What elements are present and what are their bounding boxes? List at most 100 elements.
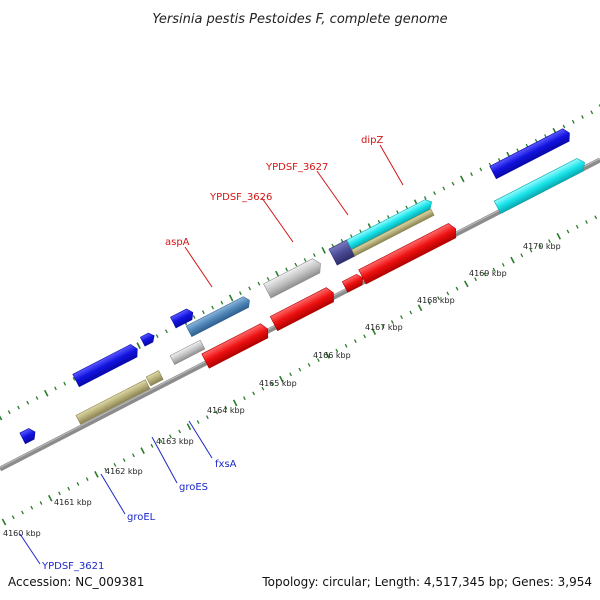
gene-label-YPDSF_3626[interactable]: YPDSF_3626 xyxy=(209,192,272,203)
inner-tick-mark xyxy=(122,458,126,462)
outer-tick-mark xyxy=(433,191,436,196)
outer-tick-mark xyxy=(257,281,261,286)
inner-tick-mark xyxy=(474,277,477,282)
inner-tick-mark xyxy=(21,510,24,515)
inner-tick-mark xyxy=(94,471,99,478)
outer-tick-mark xyxy=(26,400,30,405)
inner-tick-mark xyxy=(224,405,228,410)
gene-red-2[interactable] xyxy=(269,286,337,332)
gene-right-cyan-reverse[interactable] xyxy=(493,156,588,214)
genome-summary-text: Topology: circular; Length: 4,517,345 bp… xyxy=(261,575,592,589)
inner-tick-mark xyxy=(520,253,524,258)
inner-tick-mark xyxy=(39,501,43,505)
kbp-label: 4168 kbp xyxy=(417,296,455,305)
outer-tick-mark xyxy=(54,386,57,391)
gene-tracks xyxy=(19,127,588,445)
gene-label-groES[interactable]: groES xyxy=(179,482,208,493)
gene-right-blue-forward[interactable] xyxy=(489,127,573,180)
gene-label-fxsA[interactable]: fxsA xyxy=(215,459,237,470)
kbp-label: 4166 kbp xyxy=(313,351,351,360)
inner-tick-mark xyxy=(566,229,570,234)
inner-tick-mark xyxy=(206,415,209,420)
outer-tick-mark xyxy=(562,124,566,129)
inner-tick-mark xyxy=(501,263,505,267)
outer-tick-mark xyxy=(590,110,594,115)
outer-tick-mark xyxy=(202,310,205,315)
reverse-strand-track xyxy=(19,156,588,445)
leader-line xyxy=(151,436,178,484)
inner-tick-mark xyxy=(400,315,403,320)
gene-groES[interactable] xyxy=(145,370,164,387)
forward-strand-track xyxy=(72,127,573,388)
kbp-label: 4164 kbp xyxy=(207,406,245,415)
gene-groEL[interactable] xyxy=(75,379,151,425)
gene-label-aspA[interactable]: aspA xyxy=(165,237,190,248)
leader-line xyxy=(379,144,404,186)
gene-groES-forward[interactable] xyxy=(139,331,156,347)
gene-label-dipZ[interactable]: dipZ xyxy=(361,135,383,146)
inner-tick-mark xyxy=(510,256,515,264)
inner-tick-mark xyxy=(363,334,366,339)
leader-line xyxy=(261,197,294,243)
inner-tick-mark xyxy=(113,462,117,467)
leader-line xyxy=(19,533,41,565)
inner-tick-mark xyxy=(483,272,487,277)
gene-dipZ[interactable] xyxy=(346,197,435,251)
outer-tick-mark xyxy=(155,334,159,338)
gene-label-groEL[interactable]: groEL xyxy=(127,512,156,523)
inner-tick-mark xyxy=(371,328,377,335)
inner-tick-mark xyxy=(30,505,34,510)
outer-tick-mark xyxy=(459,175,465,183)
inner-tick-mark xyxy=(492,267,496,272)
gene-aspA[interactable] xyxy=(185,295,252,338)
inner-tick-mark xyxy=(538,243,542,248)
gene-red-1[interactable] xyxy=(201,322,272,369)
inner-tick-mark xyxy=(279,375,284,383)
inner-tick-mark xyxy=(298,367,302,372)
inner-tick-mark xyxy=(529,248,533,253)
top-gene-labels: aspA YPDSF_3626 YPDSF_3627 dipZ xyxy=(165,135,404,288)
outer-tick-mark xyxy=(451,181,455,186)
outer-tick-mark xyxy=(35,396,39,400)
inner-tick-mark xyxy=(186,423,192,431)
gene-YPDSF_3621[interactable] xyxy=(19,427,38,445)
gene-label-YPDSF_3621[interactable]: YPDSF_3621 xyxy=(41,561,104,572)
gene-red-3[interactable] xyxy=(341,272,365,293)
inner-tick-mark xyxy=(548,239,551,243)
gene-fxsA-forward[interactable] xyxy=(170,307,196,329)
inner-tick-mark xyxy=(178,429,182,434)
inner-tick-mark xyxy=(344,343,348,348)
gene-red-4[interactable] xyxy=(358,222,460,285)
outer-tick-mark xyxy=(63,381,67,386)
inner-tick-mark xyxy=(159,439,163,443)
gene-label-YPDSF_3627[interactable]: YPDSF_3627 xyxy=(265,162,328,173)
inner-tick-mark xyxy=(243,396,246,401)
inner-tick-mark xyxy=(390,320,394,324)
inner-tick-mark xyxy=(316,358,320,363)
inner-tick-mark xyxy=(335,348,339,353)
accession-text: Accession: NC_009381 xyxy=(8,575,144,589)
inner-tick-mark xyxy=(437,296,440,301)
inner-tick-mark xyxy=(575,224,579,229)
inner-tick-mark xyxy=(169,434,172,439)
outer-tick-mark xyxy=(442,186,446,191)
gene-dipZ-companion[interactable] xyxy=(351,208,435,257)
gene-fxsA[interactable] xyxy=(169,339,206,365)
inner-tick-mark xyxy=(307,363,311,367)
inner-tick-mark xyxy=(132,453,135,458)
gene-groEL-forward[interactable] xyxy=(72,343,141,388)
outer-tick-mark xyxy=(239,291,242,296)
gene-YPDSF_3626[interactable] xyxy=(263,256,325,299)
outer-tick-mark xyxy=(266,276,270,281)
outer-tick-mark xyxy=(165,329,168,334)
outer-tick-mark xyxy=(192,315,196,319)
inner-tick-mark xyxy=(417,304,423,312)
kbp-label: 4162 kbp xyxy=(105,467,143,476)
inner-tick-mark xyxy=(140,447,145,454)
outer-tick-mark xyxy=(211,305,215,310)
inner-tick-mark xyxy=(85,477,89,481)
outer-tick-mark xyxy=(220,300,224,305)
inner-tick-mark xyxy=(261,386,265,391)
